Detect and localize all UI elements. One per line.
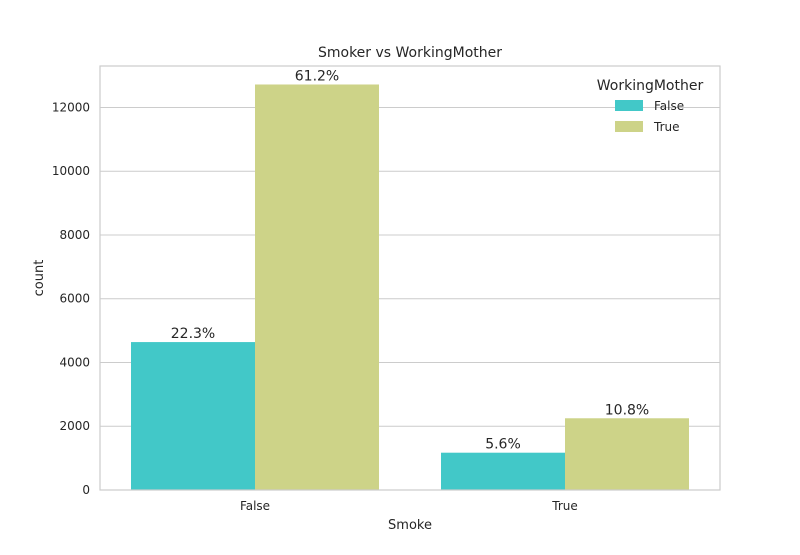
bar — [565, 418, 689, 490]
x-axis-title: Smoke — [388, 518, 432, 533]
bar-data-label: 5.6% — [485, 437, 521, 453]
bars — [131, 84, 689, 490]
legend-swatch — [615, 100, 643, 111]
y-tick-label: 0 — [82, 483, 90, 497]
y-tick-label: 8000 — [59, 228, 90, 242]
y-tick-label: 2000 — [59, 419, 90, 433]
legend-title: WorkingMother — [597, 78, 704, 94]
tick-labels: 0 2000 4000 6000 8000 10000 12000 False True — [52, 100, 578, 513]
bar-data-labels: 22.3% 61.2% 5.6% 10.8% — [171, 68, 649, 452]
x-tick-label: True — [551, 499, 578, 513]
y-tick-label: 12000 — [52, 100, 90, 114]
bar — [131, 342, 255, 490]
legend-swatch — [615, 121, 643, 132]
legend-label: True — [653, 120, 680, 134]
bar-data-label: 10.8% — [605, 402, 649, 418]
y-axis-title: count — [32, 260, 47, 297]
bar — [255, 84, 379, 490]
legend: WorkingMother False True — [597, 78, 704, 134]
x-tick-label: False — [240, 499, 270, 513]
y-tick-label: 10000 — [52, 164, 90, 178]
plot-frame — [99, 65, 721, 491]
chart-title: Smoker vs WorkingMother — [318, 45, 502, 61]
bar-data-label: 22.3% — [171, 326, 215, 342]
bar-data-label: 61.2% — [295, 68, 339, 84]
y-tick-label: 6000 — [59, 292, 90, 306]
legend-label: False — [654, 99, 684, 113]
y-tick-label: 4000 — [59, 355, 90, 369]
bar — [441, 452, 565, 490]
